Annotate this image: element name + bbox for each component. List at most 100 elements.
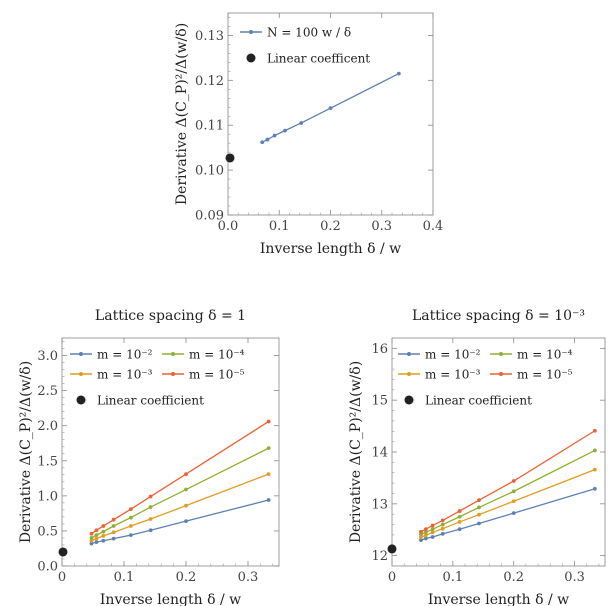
legend-label: N = 100 w / δ: [267, 26, 351, 40]
legend-dot-label: Linear coefficient: [425, 394, 532, 408]
data-point: [423, 533, 428, 538]
data-point: [440, 522, 445, 527]
legend-swatch-point: [407, 352, 411, 356]
data-point: [477, 505, 481, 510]
legend-label: m = 10⁻⁴: [517, 348, 573, 362]
legend-swatch-point: [407, 372, 411, 376]
data-point: [396, 71, 401, 76]
data-point: [592, 467, 597, 472]
data-point: [592, 448, 597, 453]
y-tick-label: 0.10: [195, 164, 224, 179]
y-tick-label: 2.0: [37, 419, 58, 434]
series-line: [420, 488, 596, 541]
series-line: [91, 499, 269, 545]
legend-label: m = 10⁻²: [425, 348, 481, 362]
data-point: [477, 512, 481, 517]
chart-top: 0.0 0.1 0.2 0.3 0.4 0.09 0.10 0.11 0.12 0.13 Inver…: [174, 12, 444, 257]
y-axis-label: Derivative Δ(C_P)²/Δ(w/δ): [348, 361, 364, 543]
legend-label: m = 10⁻⁵: [517, 368, 573, 382]
x-axis-label: Inverse length δ / w: [428, 592, 569, 606]
y-tick-label: 13: [371, 497, 388, 512]
data-point: [423, 536, 428, 541]
legend-dot: [404, 395, 414, 405]
data-point: [184, 519, 188, 524]
legend-label: m = 10⁻⁴: [189, 348, 245, 362]
data-point: [101, 524, 106, 528]
linear-coefficient-point: [387, 544, 397, 554]
legend-dot: [246, 53, 256, 63]
data-point: [283, 128, 287, 133]
data-point: [430, 523, 435, 528]
series-line: [91, 420, 269, 535]
series-0: [419, 486, 597, 542]
y-tick-label: 0.12: [195, 74, 224, 89]
data-point: [423, 527, 428, 532]
data-point: [419, 538, 423, 542]
legend-swatch-point: [499, 352, 503, 356]
legend-dot-label: Linear coefficent: [267, 52, 370, 66]
data-point: [148, 494, 153, 499]
data-point: [111, 517, 116, 522]
x-tick-label: 0.4: [423, 219, 444, 234]
y-tick-label: 16: [371, 342, 388, 357]
series-2: [89, 446, 271, 540]
data-point: [184, 487, 188, 492]
series-line: [91, 447, 269, 539]
chart-title: Lattice spacing δ = 10⁻³: [412, 308, 585, 324]
legend-swatch-point: [499, 372, 503, 376]
legend: m = 10⁻² m = 10⁻³ m = 10⁻⁴ m = 10⁻⁵ Linear c…: [70, 348, 245, 408]
data-point: [111, 536, 116, 541]
data-point: [592, 486, 597, 491]
data-point: [457, 509, 462, 513]
series-line: [420, 449, 596, 535]
y-tick-label: 2.5: [37, 384, 58, 399]
data-point: [419, 529, 423, 534]
data-point: [101, 538, 106, 543]
data-point: [148, 517, 153, 521]
x-tick-label: 0: [388, 570, 396, 585]
x-tick-label: 0.1: [443, 570, 464, 585]
data-point: [89, 531, 94, 536]
series-3: [419, 428, 597, 534]
legend-swatch-point: [171, 352, 175, 356]
data-point: [128, 533, 133, 538]
legend-label: m = 10⁻²: [97, 348, 153, 362]
chart-bottom-right: 0 0.1 0.2 0.3 12 13 14 15 16 Inverse length δ / w…: [348, 308, 606, 606]
plot-frame: [227, 12, 434, 216]
legend: N = 100 w / δ Linear coefficent: [240, 26, 370, 66]
data-point: [94, 536, 99, 541]
data-point: [148, 528, 153, 533]
y-axis-label: Derivative Δ(C_P)²/Δ(w/δ): [18, 361, 34, 543]
y-tick-label: 1.0: [37, 489, 58, 504]
data-point: [266, 498, 271, 502]
x-tick-label: 0.2: [320, 219, 341, 234]
x-tick-label: 0.3: [564, 570, 585, 585]
data-point: [440, 531, 445, 536]
data-point: [440, 518, 445, 523]
data-point: [511, 489, 516, 494]
y-tick-label: 15: [371, 394, 388, 409]
plot-frame: [391, 337, 606, 567]
series-line: [420, 430, 596, 533]
y-tick-label: 14: [371, 446, 388, 461]
data-point: [592, 428, 597, 433]
y-tick-label: 0.0: [37, 560, 58, 575]
chart-title: Lattice spacing δ = 1: [95, 308, 246, 324]
data-point: [128, 507, 133, 512]
data-point: [94, 540, 99, 545]
data-point: [299, 121, 304, 125]
data-point: [89, 541, 94, 546]
data-point: [89, 536, 94, 540]
y-tick-label: 0.09: [195, 209, 224, 224]
plot-frame: [61, 337, 280, 567]
data-point: [430, 530, 435, 535]
data-point: [266, 419, 271, 424]
x-tick-label: 0.3: [371, 219, 392, 234]
series-1: [419, 467, 597, 539]
y-tick-label: 3.0: [37, 349, 58, 364]
data-point: [511, 479, 516, 483]
data-point: [94, 533, 99, 538]
legend-dot-label: Linear coefficient: [97, 394, 204, 408]
x-axis-label: Inverse length δ / w: [100, 592, 241, 606]
chart-bottom-left: 0 0.1 0.2 0.3 0.0 0.5 1.0 1.5 2.0 2.5 3.0 Inverse l…: [18, 308, 280, 606]
